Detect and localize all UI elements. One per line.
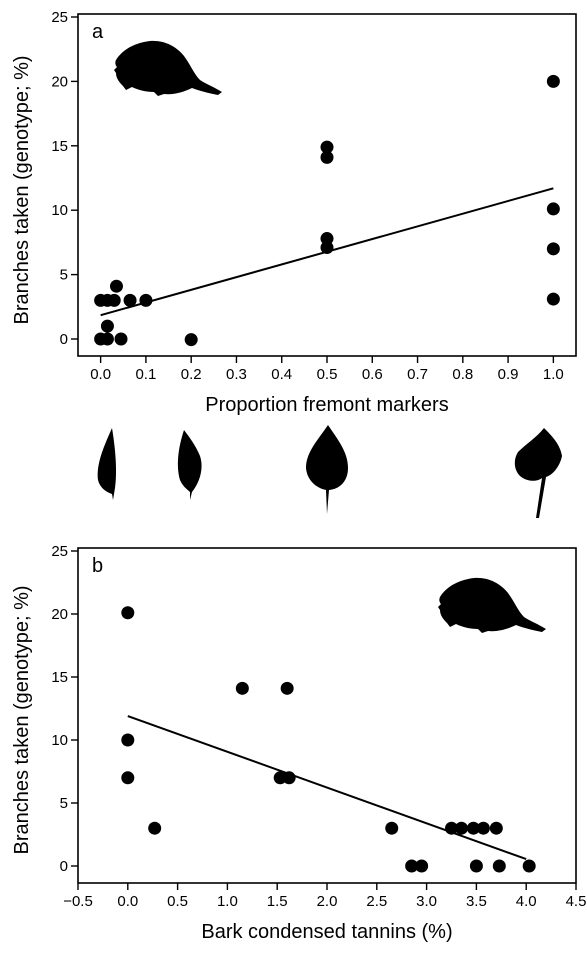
data-point — [100, 319, 114, 333]
panel-a-x-axis-title: Proportion fremont markers — [205, 394, 448, 416]
data-point — [280, 681, 294, 695]
y-tick-label: 10 — [51, 202, 68, 219]
data-point — [123, 293, 137, 307]
x-tick-label: 0.3 — [226, 366, 247, 383]
x-tick-label: 1.5 — [267, 893, 288, 910]
x-tick-label: 0.0 — [117, 893, 138, 910]
data-point — [109, 279, 123, 293]
y-tick-label: 10 — [51, 732, 68, 749]
data-point — [466, 821, 480, 835]
x-tick-label: 0.4 — [271, 366, 292, 383]
panel-a-y-axis-title: Branches taken (genotype; %) — [11, 55, 33, 324]
panel-a-y-axis: 0 5 10 15 20 25 — [51, 9, 78, 348]
panel-b-points — [121, 606, 536, 873]
data-point — [546, 74, 560, 88]
x-tick-label: 0.5 — [167, 893, 188, 910]
y-tick-label: 0 — [60, 331, 68, 348]
data-point — [320, 232, 334, 246]
y-tick-label: 25 — [51, 9, 68, 26]
data-point — [320, 140, 334, 154]
x-tick-label: 0.6 — [362, 366, 383, 383]
data-point — [546, 242, 560, 256]
y-tick-label: 20 — [51, 606, 68, 623]
narrowleaf-leaf-icon — [97, 428, 117, 500]
data-point — [546, 292, 560, 306]
x-tick-label: 1.0 — [217, 893, 238, 910]
data-point — [121, 606, 135, 620]
y-tick-label: 5 — [60, 795, 68, 812]
data-point — [522, 859, 536, 873]
panel-b-regression-line — [127, 715, 527, 861]
leaf-row — [97, 425, 562, 518]
beaver-icon — [438, 577, 546, 633]
x-tick-label: 2.0 — [317, 893, 338, 910]
data-point — [139, 293, 153, 307]
x-tick-label: 0.2 — [181, 366, 202, 383]
fremont-leaf-icon — [514, 428, 562, 518]
panel-a-x-axis: 0.0 0.1 0.2 0.3 0.4 0.5 0.6 0.7 0.8 0.9 1.0 — [90, 356, 564, 383]
x-tick-label: 4.5 — [566, 893, 587, 910]
data-point — [546, 202, 560, 216]
x-tick-label: 0.9 — [498, 366, 519, 383]
panel-a-label: a — [92, 21, 104, 43]
data-point — [320, 241, 334, 255]
panel-b: b −0.5 0.0 0.5 1.0 1.5 2.0 2.5 3.0 3.5 4.0 4.5 0 5 1… — [11, 543, 586, 943]
data-point — [476, 821, 490, 835]
x-tick-label: −0.5 — [63, 893, 93, 910]
x-tick-label: 4.0 — [516, 893, 537, 910]
intermediate-leaf-icon — [306, 425, 348, 514]
y-tick-label: 15 — [51, 138, 68, 155]
panel-b-x-axis-title: Bark condensed tannins (%) — [201, 921, 452, 943]
data-point — [445, 821, 458, 835]
y-tick-label: 25 — [51, 543, 68, 560]
data-point — [121, 771, 135, 785]
data-point — [469, 859, 483, 873]
data-point — [148, 821, 162, 835]
panel-b-y-axis: 0 5 10 15 20 25 — [51, 543, 78, 875]
x-tick-label: 2.5 — [366, 893, 387, 910]
data-point — [492, 859, 506, 873]
data-point — [184, 333, 198, 347]
x-tick-label: 1.0 — [543, 366, 564, 383]
x-tick-label: 3.5 — [466, 893, 487, 910]
y-tick-label: 0 — [60, 858, 68, 875]
data-point — [282, 771, 296, 785]
y-tick-label: 15 — [51, 669, 68, 686]
narrowleaf-leaf-icon — [177, 430, 202, 500]
data-point — [454, 821, 468, 835]
x-tick-label: 0.5 — [317, 366, 338, 383]
data-point — [273, 771, 287, 785]
panel-b-x-axis: −0.5 0.0 0.5 1.0 1.5 2.0 2.5 3.0 3.5 4.0 4.5 — [63, 883, 586, 910]
panel-b-y-axis-title: Branches taken (genotype; %) — [11, 585, 33, 854]
data-point — [320, 150, 334, 164]
y-tick-label: 5 — [60, 267, 68, 284]
panel-b-label: b — [92, 555, 103, 577]
data-point — [100, 332, 114, 346]
panel-a-points — [94, 74, 560, 347]
data-point — [107, 293, 121, 307]
x-tick-label: 3.0 — [416, 893, 437, 910]
y-tick-label: 20 — [51, 73, 68, 90]
x-tick-label: 0.1 — [135, 366, 156, 383]
data-point — [405, 859, 419, 873]
x-tick-label: 0.8 — [452, 366, 473, 383]
data-point — [235, 681, 249, 695]
data-point — [415, 859, 429, 873]
data-point — [385, 821, 399, 835]
data-point — [489, 821, 503, 835]
data-point — [121, 733, 135, 747]
panel-a: a 0.0 0.1 0.2 0.3 0.4 0.5 0.6 0.7 0.8 0.9 1.0 0 5 10… — [11, 9, 577, 416]
x-tick-label: 0.0 — [90, 366, 111, 383]
x-tick-label: 0.7 — [407, 366, 428, 383]
data-point — [114, 332, 128, 346]
beaver-icon — [114, 40, 222, 96]
